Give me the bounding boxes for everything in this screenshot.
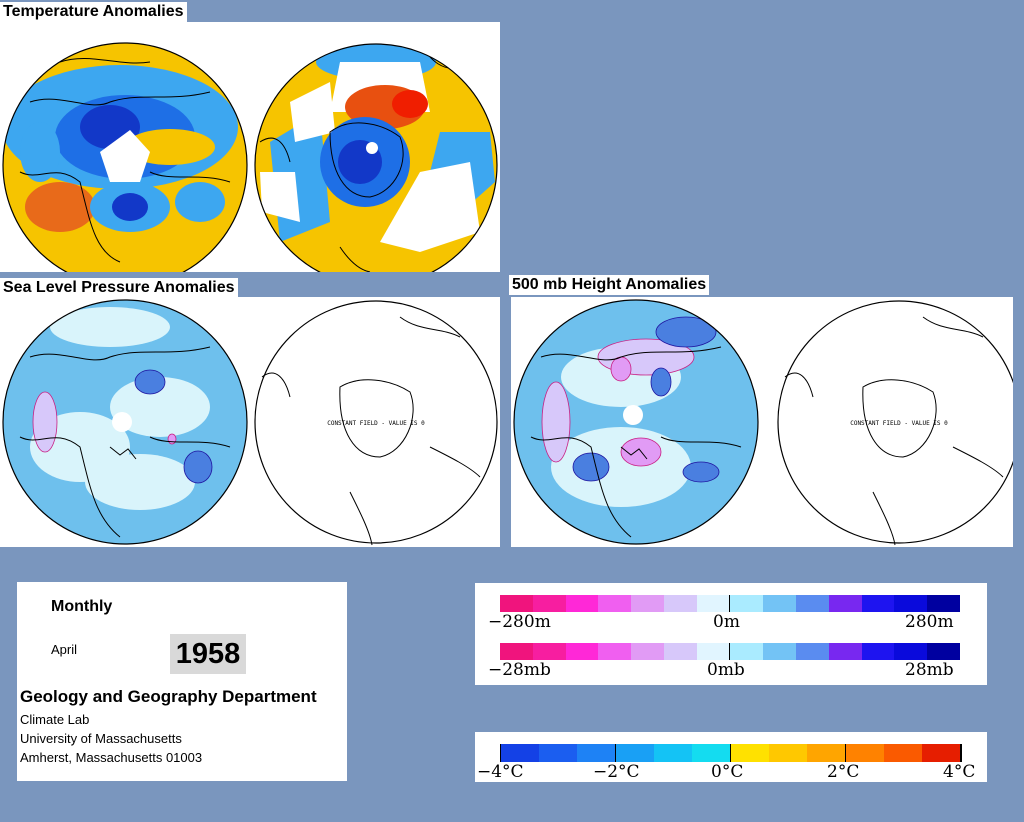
temperature-max-label: 4°C <box>943 762 976 782</box>
height-colorbar <box>500 595 960 612</box>
temperature-m2-label: −2°C <box>593 762 640 782</box>
height-color-swatch <box>894 595 928 612</box>
height-color-swatch <box>696 595 730 612</box>
slp-south-map: CONSTANT FIELD - VALUE IS 0 <box>254 300 498 546</box>
temperature-color-swatch <box>692 744 730 762</box>
pressure-colorbar <box>500 643 960 660</box>
anomaly-legend-box: −280m 0m 280m −28mb 0mb 28mb <box>475 583 987 685</box>
temperature-mid-label: 0°C <box>711 762 744 782</box>
pressure-color-swatch <box>598 643 632 660</box>
height-color-swatch <box>598 595 632 612</box>
pressure-color-swatch <box>796 643 829 660</box>
slp-title: Sea Level Pressure Anomalies <box>0 278 238 298</box>
pressure-color-swatch <box>828 643 862 660</box>
temperature-color-swatch <box>884 744 922 762</box>
height-color-swatch <box>631 595 664 612</box>
temperature-legend-box: −4°C −2°C 0°C 2°C 4°C <box>475 732 987 782</box>
month-label: April <box>51 642 78 657</box>
pressure-color-swatch <box>763 643 797 660</box>
height-min-label: −280m <box>488 612 551 632</box>
info-box: Monthly April 1958 Geology and Geography… <box>17 582 347 781</box>
pressure-color-swatch <box>861 643 895 660</box>
temperature-p2-label: 2°C <box>827 762 860 782</box>
height-color-swatch <box>927 595 960 612</box>
height-color-swatch <box>828 595 862 612</box>
temperature-panel <box>0 22 500 272</box>
height-constant-field-note: CONSTANT FIELD - VALUE IS 0 <box>850 420 948 427</box>
department-label: Geology and Geography Department <box>20 687 317 706</box>
height-title: 500 mb Height Anomalies <box>509 275 710 295</box>
temperature-color-swatch <box>615 744 654 762</box>
temperature-color-swatch <box>539 744 577 762</box>
height-color-swatch <box>565 595 599 612</box>
temperature-color-swatch <box>845 744 884 762</box>
height-south-map: CONSTANT FIELD - VALUE IS 0 <box>777 300 1013 546</box>
temperature-color-swatch <box>654 744 692 762</box>
pressure-max-label: 28mb <box>905 660 954 680</box>
height-color-swatch <box>729 595 764 612</box>
temperature-south-map <box>255 44 497 272</box>
pressure-color-swatch <box>500 643 533 660</box>
temperature-color-swatch <box>500 744 539 762</box>
height-maps: CONSTANT FIELD - VALUE IS 0 <box>513 299 1013 546</box>
height-mid-label: 0m <box>713 612 740 632</box>
height-color-swatch <box>796 595 829 612</box>
pressure-mid-label: 0mb <box>707 660 745 680</box>
temperature-colorbar <box>500 744 962 762</box>
pressure-min-label: −28mb <box>488 660 551 680</box>
lab-label: Climate Lab <box>20 712 90 727</box>
temperature-color-swatch <box>922 744 960 762</box>
temperature-color-swatch <box>730 744 769 762</box>
pressure-color-swatch <box>696 643 730 660</box>
height-max-label: 280m <box>905 612 954 632</box>
pressure-color-swatch <box>565 643 599 660</box>
temperature-title: Temperature Anomalies <box>0 2 187 22</box>
temperature-color-swatch <box>807 744 845 762</box>
pressure-color-swatch <box>729 643 764 660</box>
university-label: University of Massachusetts <box>20 731 182 746</box>
height-color-swatch <box>663 595 697 612</box>
height-panel: CONSTANT FIELD - VALUE IS 0 <box>511 297 1013 547</box>
slp-panel: CONSTANT FIELD - VALUE IS 0 <box>0 297 500 547</box>
pressure-color-swatch <box>894 643 928 660</box>
temperature-maps <box>2 42 498 272</box>
temperature-north-map <box>3 43 247 272</box>
pressure-color-swatch <box>532 643 566 660</box>
temperature-color-swatch <box>769 744 807 762</box>
year-label: 1958 <box>170 634 246 674</box>
period-label: Monthly <box>51 598 113 615</box>
slp-maps: CONSTANT FIELD - VALUE IS 0 <box>2 299 498 546</box>
height-color-swatch <box>861 595 895 612</box>
temperature-color-swatch <box>577 744 615 762</box>
height-north-map <box>514 300 758 544</box>
address-label: Amherst, Massachusetts 01003 <box>20 750 203 765</box>
slp-north-map <box>3 300 247 544</box>
pressure-color-swatch <box>663 643 697 660</box>
pressure-color-swatch <box>631 643 664 660</box>
height-color-swatch <box>532 595 566 612</box>
pressure-color-swatch <box>927 643 960 660</box>
temperature-min-label: −4°C <box>477 762 524 782</box>
height-color-swatch <box>500 595 533 612</box>
height-color-swatch <box>763 595 797 612</box>
slp-constant-field-note: CONSTANT FIELD - VALUE IS 0 <box>327 420 425 427</box>
